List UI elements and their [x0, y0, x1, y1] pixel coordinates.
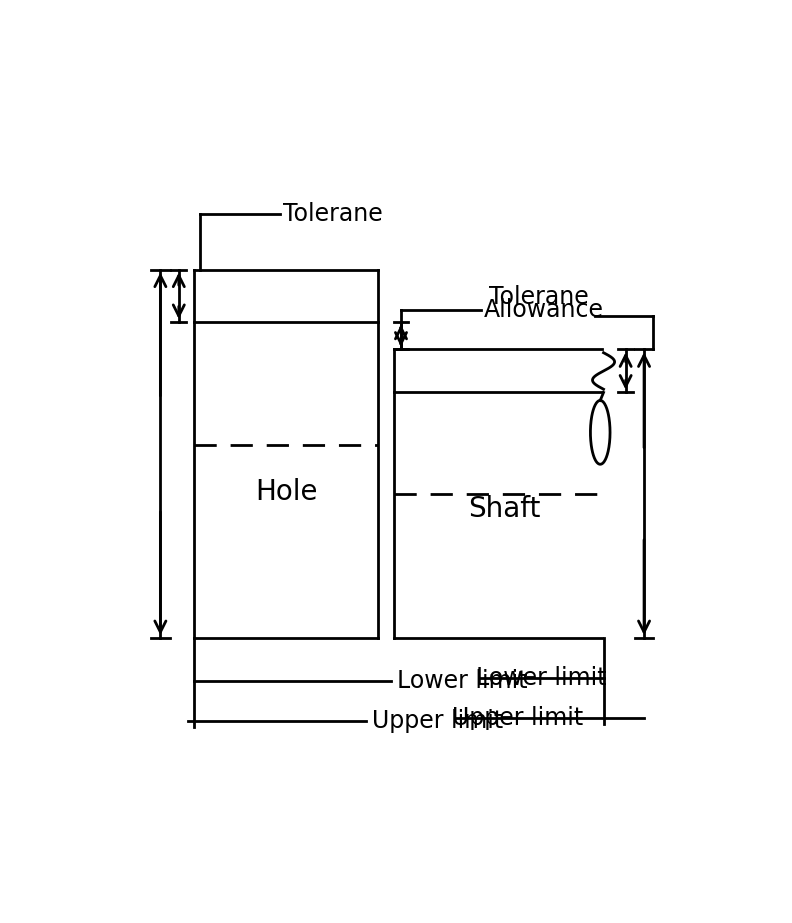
Text: Lower limit: Lower limit [397, 669, 527, 693]
Text: Upper limit: Upper limit [372, 709, 504, 733]
Text: Allowance: Allowance [484, 297, 604, 321]
Text: Tolerane: Tolerane [284, 202, 383, 226]
Text: Tolerane: Tolerane [489, 285, 588, 309]
Text: Upper limit: Upper limit [452, 706, 583, 730]
Text: Lower limit: Lower limit [477, 665, 607, 689]
Text: Hole: Hole [255, 478, 318, 506]
Text: Shaft: Shaft [468, 495, 541, 523]
